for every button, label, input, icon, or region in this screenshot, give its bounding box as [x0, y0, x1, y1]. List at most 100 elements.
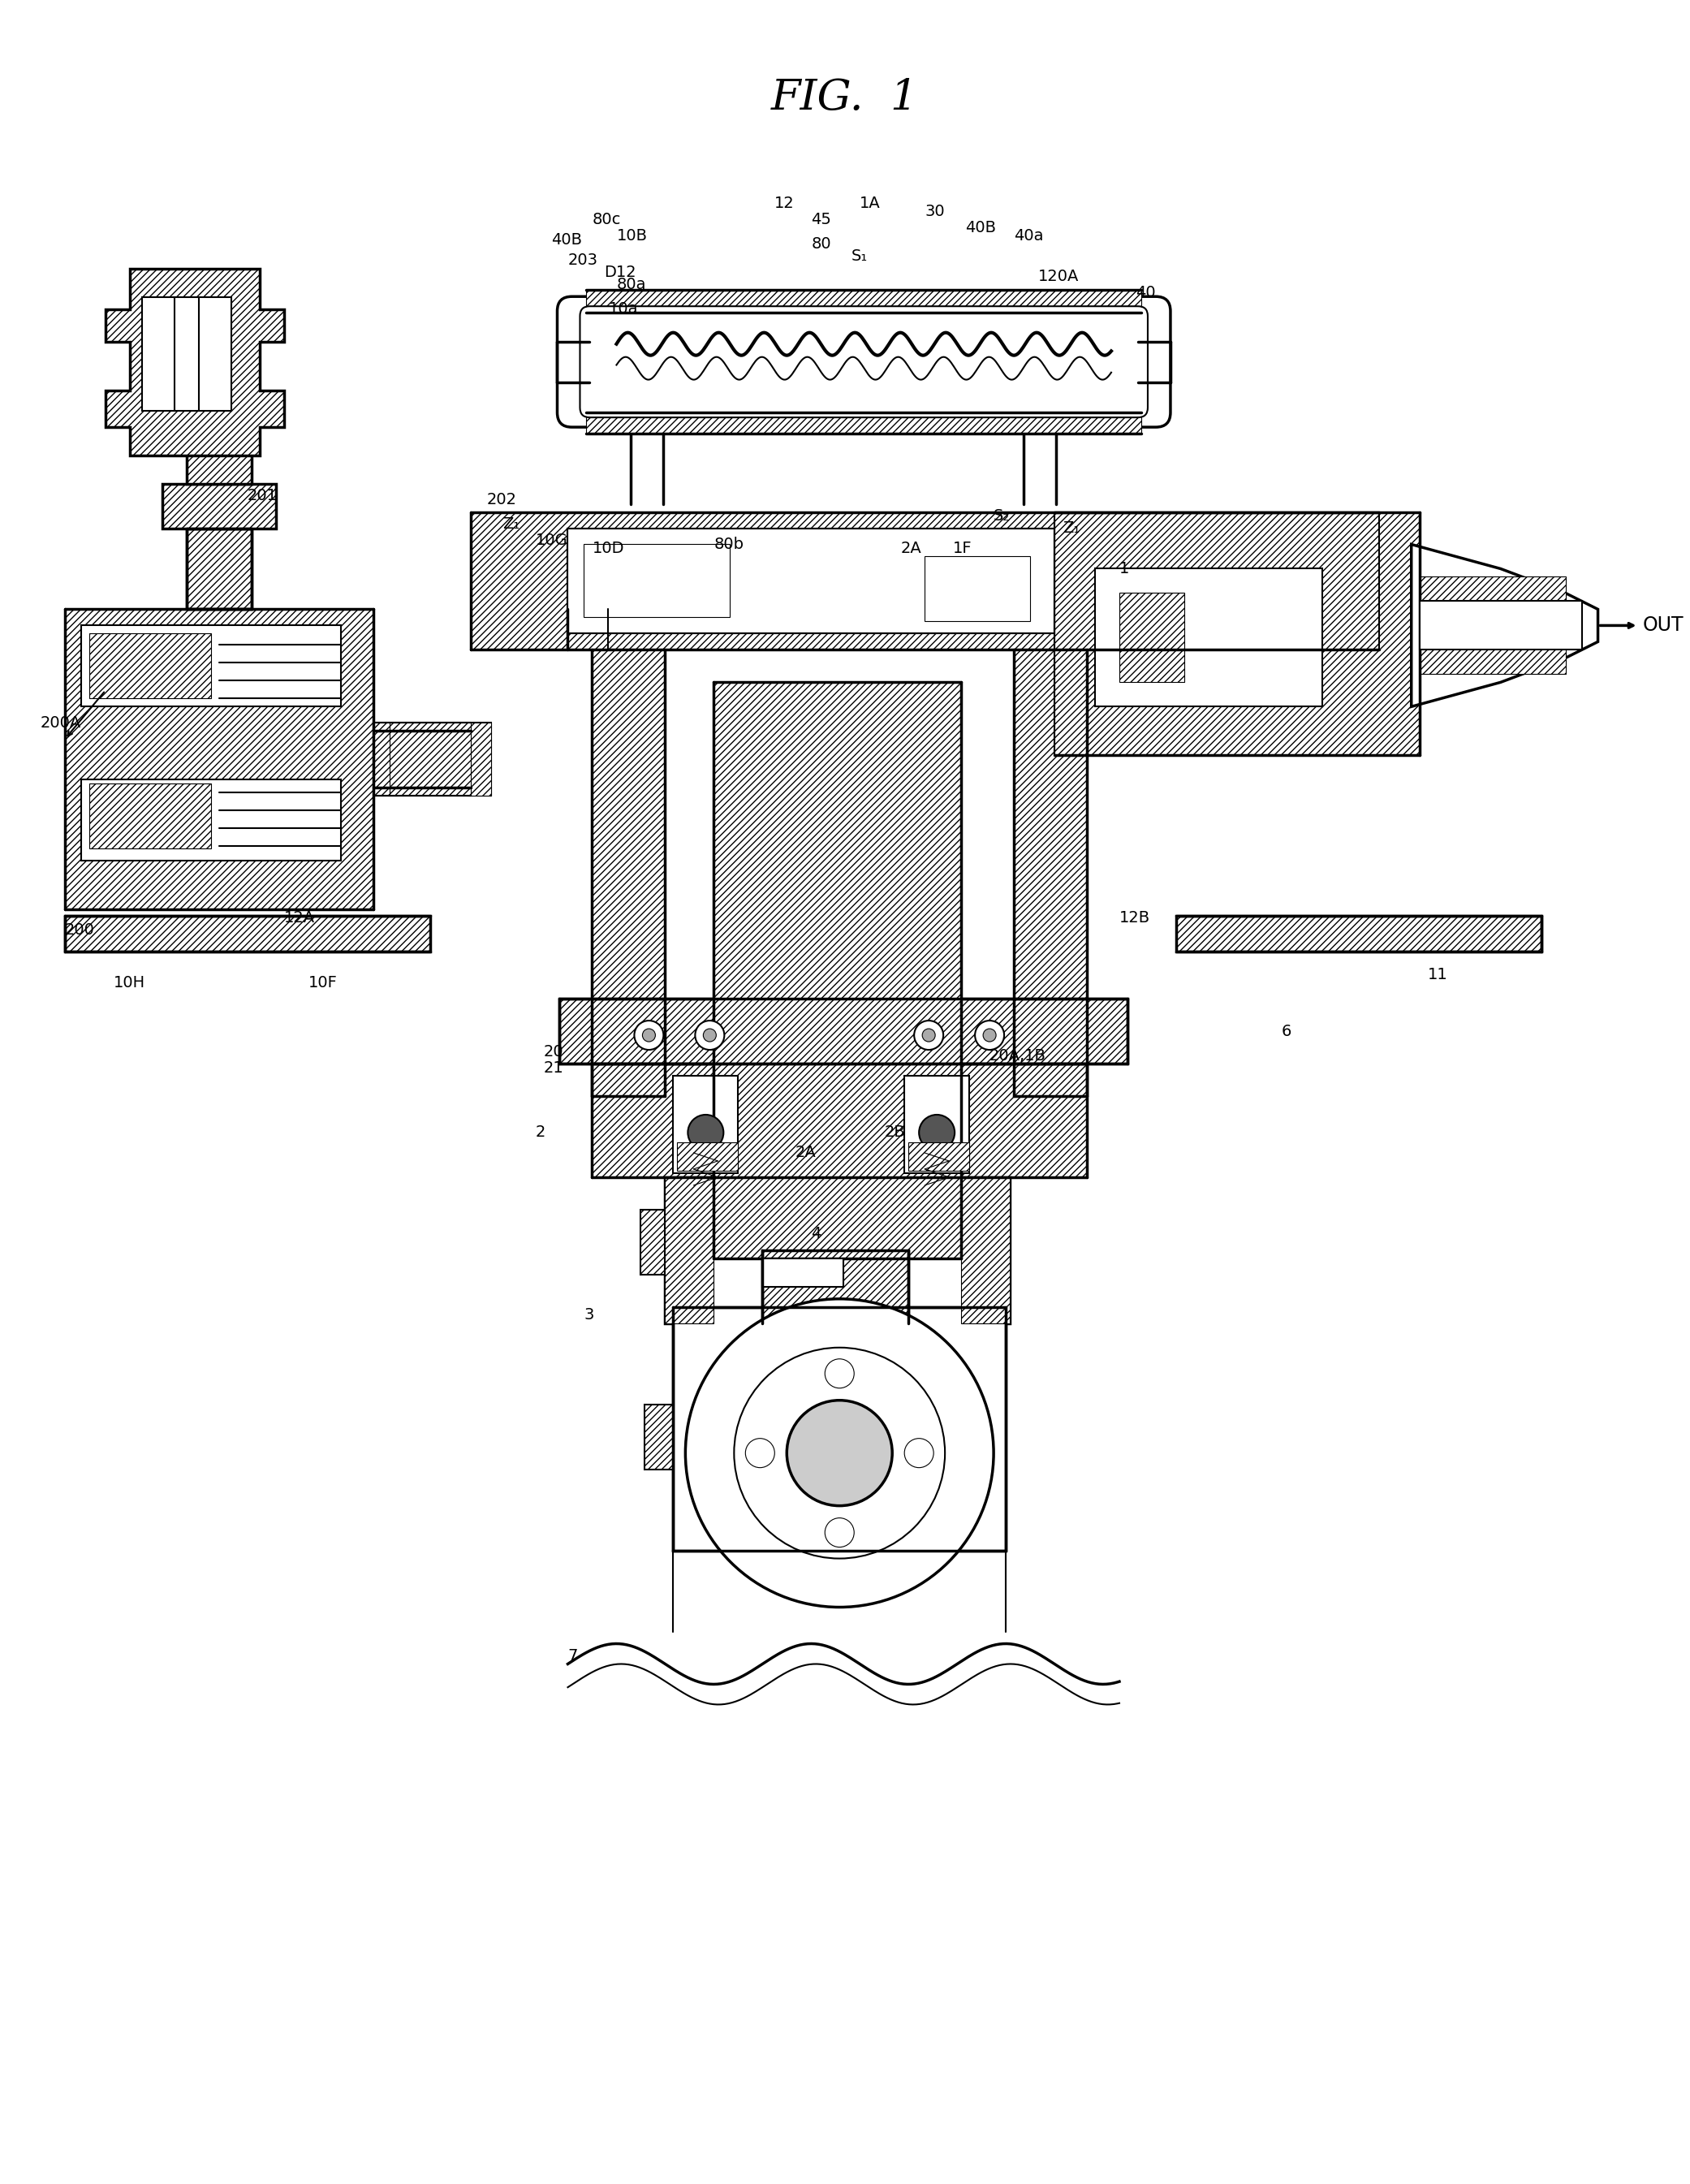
Circle shape	[975, 1020, 1004, 1051]
Bar	[762, 1258, 843, 1286]
Polygon shape	[105, 269, 284, 454]
Text: 80: 80	[811, 236, 831, 251]
Text: D12: D12	[605, 264, 637, 280]
Polygon shape	[1411, 544, 1599, 708]
Bar	[389, 723, 470, 795]
Bar	[591, 1064, 1087, 1177]
Text: 12A: 12A	[284, 911, 314, 926]
Circle shape	[825, 1358, 853, 1389]
Bar	[186, 529, 252, 609]
Bar	[904, 1077, 970, 1173]
Bar	[466, 723, 490, 795]
Bar	[641, 1210, 666, 1275]
Bar	[924, 557, 1031, 622]
Text: S₁: S₁	[852, 249, 869, 264]
Bar	[559, 998, 1127, 1064]
Bar	[1176, 915, 1541, 952]
FancyBboxPatch shape	[558, 297, 1171, 428]
Bar	[90, 633, 211, 699]
Bar	[1014, 651, 1087, 1096]
Bar	[666, 1177, 713, 1324]
Bar	[673, 1306, 1006, 1551]
Text: 202: 202	[487, 491, 517, 507]
Circle shape	[923, 1029, 935, 1042]
Circle shape	[634, 1020, 664, 1051]
Bar	[64, 915, 429, 952]
Bar	[762, 1249, 909, 1324]
Text: 203: 203	[568, 253, 598, 269]
Bar	[1095, 568, 1322, 708]
Bar	[81, 780, 341, 860]
Text: 7: 7	[568, 1649, 578, 1664]
Text: 120A: 120A	[1038, 269, 1080, 284]
Circle shape	[686, 1299, 994, 1607]
Text: 30: 30	[924, 203, 945, 218]
Circle shape	[914, 1020, 943, 1051]
Circle shape	[745, 1439, 774, 1468]
FancyBboxPatch shape	[580, 306, 1148, 417]
Text: 10H: 10H	[113, 974, 145, 989]
Text: 10a: 10a	[608, 301, 637, 317]
Text: Z₁: Z₁	[504, 515, 521, 531]
Bar	[81, 625, 341, 708]
Bar	[591, 651, 666, 1096]
Bar	[373, 723, 397, 795]
Bar	[713, 681, 962, 1258]
Text: S₂: S₂	[994, 509, 1011, 524]
Text: 45: 45	[811, 212, 831, 227]
Circle shape	[788, 1400, 892, 1505]
Bar	[1055, 511, 1420, 756]
Bar	[470, 511, 1379, 651]
Text: OUT: OUT	[1643, 616, 1683, 636]
Text: 2A: 2A	[794, 1144, 816, 1160]
Circle shape	[642, 1029, 656, 1042]
Text: 4: 4	[811, 1225, 821, 1243]
Text: 1: 1	[1119, 561, 1129, 577]
Bar	[64, 609, 373, 909]
Bar	[962, 1177, 1011, 1324]
Text: 12B: 12B	[1119, 911, 1151, 926]
Bar	[586, 290, 1141, 312]
Bar	[186, 452, 252, 483]
Text: 80a: 80a	[617, 277, 646, 293]
Bar	[585, 544, 730, 618]
Text: 2A: 2A	[901, 542, 921, 557]
Text: 10F: 10F	[308, 974, 338, 989]
Text: 6: 6	[1281, 1024, 1291, 1040]
Bar	[666, 1177, 1011, 1324]
Text: 1A: 1A	[860, 197, 880, 212]
Bar	[1119, 594, 1185, 681]
Text: Z₁: Z₁	[1063, 520, 1080, 535]
Circle shape	[733, 1348, 945, 1559]
Text: 11: 11	[1428, 968, 1448, 983]
Bar	[162, 483, 275, 529]
Text: 20A,1B: 20A,1B	[990, 1048, 1046, 1064]
Text: 12: 12	[774, 197, 794, 212]
Bar	[373, 723, 490, 795]
Bar	[586, 411, 1141, 435]
Bar	[1420, 577, 1565, 675]
Bar	[678, 1142, 739, 1171]
Bar	[90, 784, 211, 850]
Bar	[1420, 601, 1582, 651]
Text: 201: 201	[247, 487, 277, 502]
Text: 40: 40	[1136, 286, 1156, 301]
Circle shape	[688, 1114, 723, 1151]
Circle shape	[703, 1029, 717, 1042]
Circle shape	[904, 1439, 933, 1468]
Text: 200: 200	[64, 922, 95, 937]
Text: 40a: 40a	[1014, 229, 1043, 245]
Bar	[909, 1142, 970, 1171]
Circle shape	[695, 1020, 725, 1051]
Text: 2B: 2B	[884, 1125, 906, 1140]
Text: 2: 2	[536, 1125, 546, 1140]
Text: 40B: 40B	[965, 221, 995, 236]
Text: 80b: 80b	[713, 537, 744, 553]
Bar	[673, 1077, 739, 1173]
Text: 10G: 10G	[536, 533, 568, 548]
Text: 3: 3	[585, 1308, 595, 1324]
Circle shape	[984, 1029, 995, 1042]
Bar	[142, 297, 232, 411]
Text: FIG.  1: FIG. 1	[771, 76, 918, 118]
Text: 1F: 1F	[953, 542, 972, 557]
